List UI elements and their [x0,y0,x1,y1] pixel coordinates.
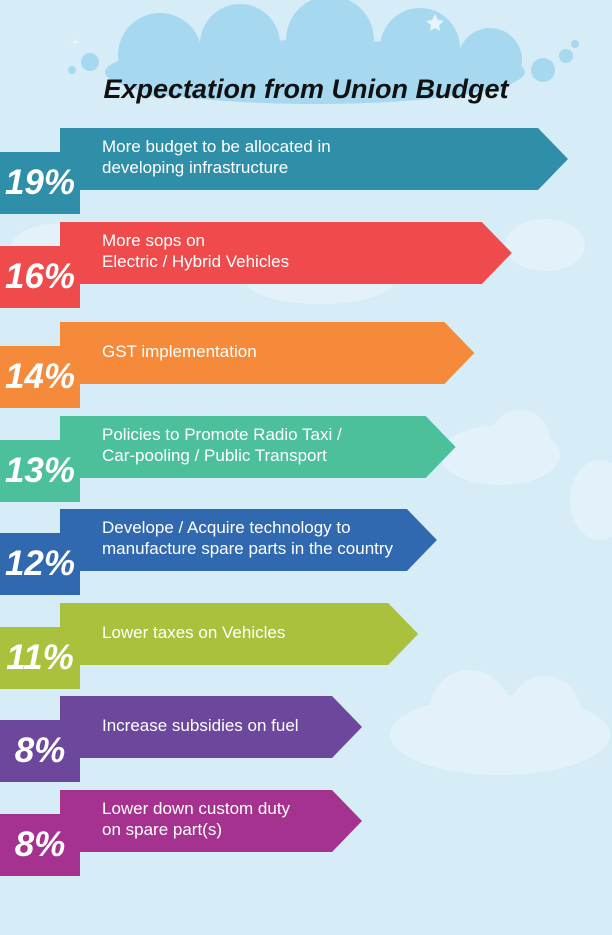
bar-row: 16% More sops on Electric / Hybrid Vehicl… [0,222,612,308]
category-label: Policies to Promote Radio Taxi / Car-poo… [102,425,342,465]
chart-title: Expectation from Union Budget [103,74,509,104]
category-label: More sops on Electric / Hybrid Vehicles [102,231,290,271]
bar [60,790,362,852]
bar-row: 13% Policies to Promote Radio Taxi / Car-… [0,416,612,502]
bar [60,322,475,384]
bar-row: 8% Increase subsidies on fuel [0,696,612,782]
bar [60,222,512,284]
value-tab [0,246,80,308]
bar-row: 12% Develope / Acquire technology to manu… [0,509,612,595]
bar-ribbon [0,790,362,876]
bar-row: 8% Lower down custom duty on spare part(s… [0,790,612,876]
bar [60,509,437,571]
data-label: 8% [14,731,66,770]
value-tab [0,346,80,408]
bar-ribbon [0,128,568,214]
bar-row: 19% More budget to be allocated in develo… [0,128,612,214]
value-tab [0,152,80,214]
bar-ribbon [0,696,362,782]
category-label: Lower taxes on Vehicles [102,623,286,642]
value-tab [0,720,80,782]
category-label: Lower down custom duty on spare part(s) [102,799,291,839]
category-label: GST implementation [102,342,257,361]
bar-ribbon [0,416,456,502]
data-label: 8% [14,825,66,864]
bar-ribbon [0,603,419,689]
value-tab [0,440,80,502]
bar-ribbon [0,509,437,595]
data-label: 13% [4,451,76,490]
bar [60,603,419,665]
bar-ribbon [0,322,475,408]
data-label: 11% [6,638,74,677]
data-label: 19% [4,163,76,202]
bar-ribbon [0,222,512,308]
value-tab [0,814,80,876]
bar [60,416,456,478]
bar-row: 11% Lower taxes on Vehicles [0,603,612,689]
value-tab [0,627,80,689]
value-tab [0,533,80,595]
bar [60,128,568,190]
title-cloud [68,0,579,104]
bar [60,696,362,758]
category-label: Develope / Acquire technology to manufac… [102,518,394,558]
category-label: More budget to be allocated in developin… [102,137,331,177]
data-label: 12% [4,544,76,583]
data-label: 16% [4,257,76,296]
data-label: 14% [4,357,76,396]
bar-row: 14% GST implementation [0,322,612,408]
category-label: Increase subsidies on fuel [102,716,299,735]
